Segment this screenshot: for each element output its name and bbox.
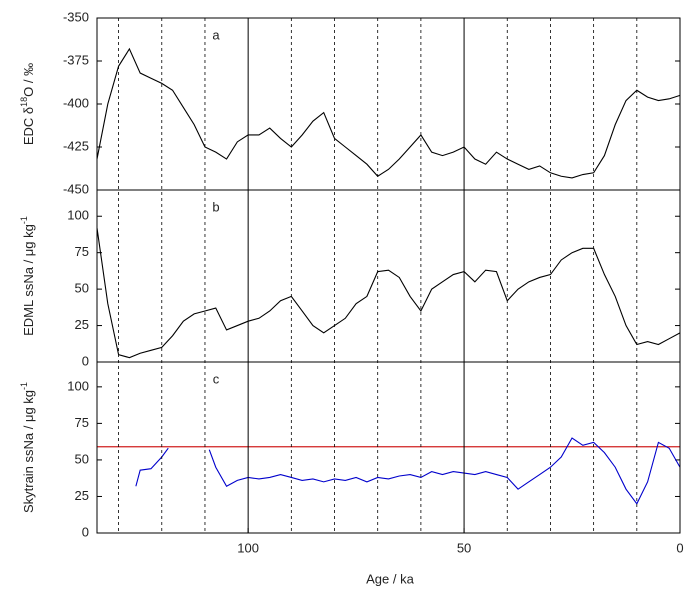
panel-frame	[96, 17, 681, 191]
y-tick-label: 25	[75, 488, 89, 503]
panel-frame	[96, 189, 681, 363]
y-tick-label: 50	[75, 451, 89, 466]
y-axis-label: EDC δ18O / ‰	[19, 63, 36, 145]
y-axis-label-part: -1	[19, 216, 29, 224]
y-axis-label-part: O / ‰	[21, 63, 36, 97]
data-line	[96, 47, 681, 179]
y-axis-label: EDML ssNa / μg kg-1	[19, 216, 36, 336]
y-axis-label: Skytrain ssNa / μg kg-1	[19, 382, 36, 513]
y-axis-label-part: EDML ssNa / μg kg	[21, 224, 36, 336]
y-tick-label: -450	[63, 181, 89, 196]
x-tick-label: 50	[457, 540, 471, 555]
y-tick-label: 100	[67, 208, 89, 223]
y-tick-label: 0	[82, 524, 89, 539]
x-tick-label: 100	[237, 540, 259, 555]
panel-letter: a	[212, 27, 220, 42]
y-axis-label-part: EDC δ	[21, 107, 36, 145]
y-tick-label: -425	[63, 138, 89, 153]
x-tick-label: 0	[676, 540, 683, 555]
y-tick-label: -400	[63, 95, 89, 110]
y-axis-label-part: -1	[19, 382, 29, 390]
data-line	[135, 447, 169, 487]
y-tick-label: -350	[63, 9, 89, 24]
data-line	[96, 227, 681, 359]
y-tick-label: 100	[67, 378, 89, 393]
panel-letter: c	[213, 371, 220, 386]
y-axis-label-part: 18	[19, 97, 29, 107]
y-tick-label: -375	[63, 52, 89, 67]
y-tick-label: 50	[75, 281, 89, 296]
y-tick-label: 25	[75, 317, 89, 332]
data-line	[208, 437, 681, 505]
y-tick-label: 75	[75, 415, 89, 430]
y-axis-label-part: Skytrain ssNa / μg kg	[21, 390, 36, 513]
x-axis-label: Age / ka	[366, 571, 414, 586]
panel-letter: b	[212, 199, 219, 214]
y-tick-label: 0	[82, 353, 89, 368]
panel-frame	[96, 361, 681, 534]
y-tick-label: 75	[75, 244, 89, 259]
